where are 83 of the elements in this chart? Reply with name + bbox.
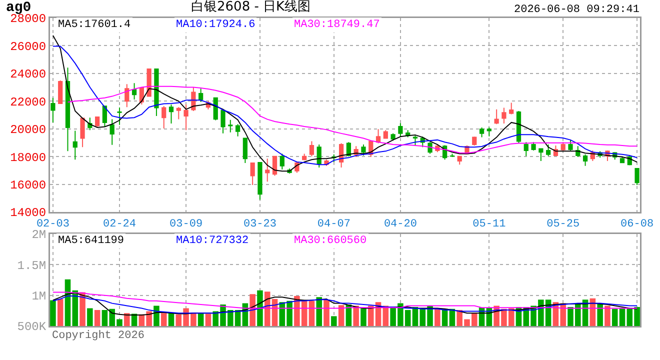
y-tick-label: 1.5M	[17, 258, 46, 273]
candlestick	[509, 102, 514, 115]
y-tick-label: 24000	[10, 68, 46, 82]
x-tick-label: 03-23	[243, 218, 276, 231]
candlestick	[479, 126, 484, 138]
candlestick	[250, 162, 255, 186]
candlestick	[228, 119, 233, 133]
candlestick	[162, 106, 166, 129]
y-tick-label: 2M	[32, 228, 46, 242]
candlestick	[72, 130, 78, 160]
candlestick	[524, 142, 528, 157]
text: MA10:727332	[176, 235, 249, 247]
candlestick	[198, 88, 204, 102]
x-tick-label: 04-20	[384, 218, 417, 231]
candlestick	[546, 144, 551, 157]
candlestick	[412, 135, 418, 146]
x-tick-label: 05-25	[546, 218, 580, 231]
candlestick	[58, 80, 63, 104]
candlestick	[383, 130, 388, 139]
candlestick	[102, 106, 108, 128]
candlestick	[620, 157, 625, 164]
x-tick-label: 03-09	[170, 218, 203, 231]
chart-title: 白银2608 - 日K线图	[191, 0, 311, 14]
candlestick	[531, 142, 536, 151]
line-series	[52, 292, 638, 309]
candlestick	[65, 67, 70, 152]
y-tick-label: 26000	[10, 40, 46, 54]
series-label: MA5:17601.4	[58, 19, 132, 31]
candlestick	[124, 84, 130, 108]
y-tick-label: 1M	[32, 290, 46, 304]
candlestick	[110, 118, 114, 146]
candlestick	[117, 107, 122, 126]
y-tick-label: 18000	[10, 150, 46, 165]
candlestick	[154, 68, 159, 116]
text: Copyright 2026	[52, 330, 144, 342]
candlestick	[50, 97, 56, 123]
text: MA30:18749.47	[294, 19, 380, 31]
candlestick	[80, 118, 85, 148]
candlestick	[538, 148, 544, 162]
x-tick-label: 02-03	[36, 218, 70, 231]
candlestick	[95, 116, 100, 128]
text: MA10:17924.6	[176, 19, 256, 31]
candlestick	[235, 124, 240, 137]
y-tick-label: 14000	[10, 206, 46, 220]
candlestick	[582, 154, 588, 166]
candlestick	[184, 104, 188, 131]
text: 2026-06-08 09:29:41	[514, 4, 640, 16]
candlestick	[398, 122, 403, 138]
line-series	[67, 86, 638, 154]
candlestick	[280, 153, 284, 170]
candlestick	[220, 108, 226, 134]
text: MA5:641199	[58, 235, 124, 247]
candlestick	[516, 110, 522, 144]
y-tick-label: 20000	[10, 123, 46, 138]
candlestick	[560, 142, 566, 151]
x-tick-label: 05-11	[472, 218, 506, 231]
candlestick	[361, 144, 366, 156]
candlestick	[176, 106, 181, 120]
text: MA30:660560	[294, 235, 367, 247]
candlestick	[376, 128, 381, 143]
candlestick	[494, 108, 499, 125]
candlestick	[242, 138, 248, 164]
x-tick-label: 04-07	[317, 218, 350, 231]
candlestick	[502, 107, 506, 124]
y-tick-label: 22000	[10, 95, 46, 110]
y-tick-label: 16000	[10, 178, 46, 192]
x-tick-label: 06-08	[620, 218, 654, 231]
candlestick	[486, 126, 492, 137]
candlestick	[457, 156, 462, 166]
candlestick	[132, 82, 137, 100]
candlestick	[309, 140, 314, 157]
candlestick	[168, 104, 174, 124]
candlestick	[316, 144, 322, 168]
candlestick	[428, 142, 432, 154]
y-tick-label: 500K	[17, 320, 47, 334]
candlestick	[258, 162, 262, 200]
candlestick	[568, 139, 573, 151]
candlestick	[472, 136, 477, 146]
candlestick	[634, 168, 640, 186]
candlestick	[302, 153, 307, 161]
candlestick	[272, 156, 278, 176]
x-tick-label: 02-24	[102, 218, 136, 231]
candlestick	[265, 158, 270, 182]
